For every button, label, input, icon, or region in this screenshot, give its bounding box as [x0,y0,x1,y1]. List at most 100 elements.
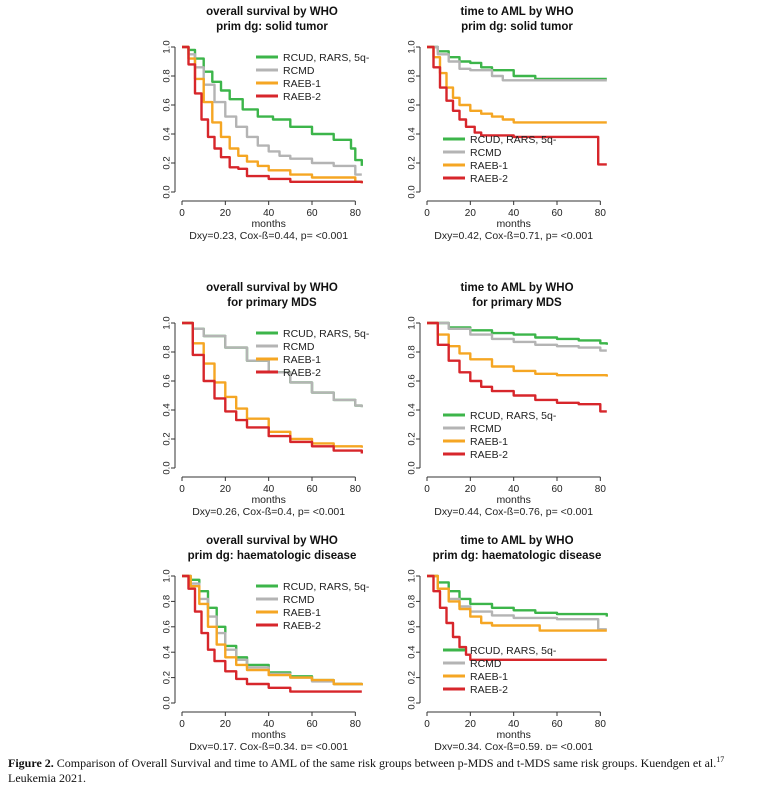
y-tick-label: 1.0 [162,40,173,53]
y-tick-label: 1.0 [407,40,418,53]
caption-text: Comparison of Overall Survival and time … [53,756,717,770]
legend-label: RAEB-2 [470,449,508,461]
x-tick-label: 40 [263,719,275,730]
series-line-1 [182,45,363,166]
chart-title: overall survival by WHO [206,535,338,547]
y-tick-label: 0.0 [162,696,173,709]
chart-statistics: Dxy=0.44, Cox-ß=0.76, p= <0.001 [434,506,593,518]
legend-label: RAEB-2 [283,367,321,379]
x-tick-label: 80 [595,719,607,730]
y-tick-label: 0.6 [407,98,418,111]
series-line-3 [182,45,363,184]
y-tick-label: 0.8 [407,345,418,358]
series-line-3 [182,574,363,686]
x-tick-label: 40 [263,484,275,495]
x-axis-label: months [251,218,285,230]
x-tick-label: 40 [508,208,520,219]
x-tick-label: 40 [508,719,520,730]
x-tick-label: 60 [551,208,563,219]
chart-subtitle: for primary MDS [472,297,562,309]
legend-label: RAEB-1 [470,671,508,683]
x-tick-label: 0 [179,719,185,730]
series-line-4 [427,45,607,166]
caption-text-end: Leukemia 2021. [8,771,86,785]
x-tick-label: 20 [465,719,477,730]
x-tick-label: 0 [179,208,185,219]
y-tick-label: 0.4 [162,127,173,140]
chart-subtitle: prim dg: solid tumor [461,21,573,33]
y-tick-label: 1.0 [407,569,418,582]
y-tick-label: 1.0 [162,316,173,329]
x-tick-label: 0 [424,484,430,495]
y-tick-label: 0.2 [407,156,418,169]
y-tick-label: 0.6 [162,620,173,633]
chart-subtitle: prim dg: haematologic disease [188,550,357,562]
chart-subtitle: prim dg: solid tumor [216,21,328,33]
y-tick-label: 0.8 [407,69,418,82]
legend-label: RAEB-1 [283,78,321,90]
legend-label: RCUD, RARS, 5q- [283,581,370,593]
caption-ref: 17 [716,755,725,764]
y-tick-label: 0.2 [162,156,173,169]
chart-subtitle: for primary MDS [227,297,317,309]
chart-statistics: Dxy=0.17, Cox-ß=0.34, p= <0.001 [189,741,348,750]
chart-title: time to AML by WHO [460,535,573,547]
legend-label: RAEB-1 [470,160,508,172]
chart-panel-3: overall survival by WHO for primary MDS 0 2… [162,282,370,518]
y-tick-label: 0.6 [162,374,173,387]
legend-label: RCMD [470,658,502,670]
series-line-3 [427,321,608,377]
chart-title: time to AML by WHO [460,6,573,18]
x-axis-label: months [496,494,530,506]
y-tick-label: 0.2 [162,432,173,445]
legend-label: RAEB-2 [283,91,321,103]
series-line-1 [427,321,608,345]
y-tick-label: 0.0 [162,185,173,198]
x-tick-label: 80 [595,484,607,495]
x-tick-label: 60 [306,484,318,495]
x-axis-label: months [251,494,285,506]
legend-label: RCUD, RARS, 5q- [470,134,557,146]
x-tick-label: 40 [508,484,520,495]
chart-statistics: Dxy=0.42, Cox-ß=0.71, p= <0.001 [434,230,593,242]
y-tick-label: 0.8 [162,595,173,608]
x-tick-label: 0 [424,208,430,219]
series-line-2 [182,45,362,176]
x-axis-label: months [496,729,530,741]
legend-label: RAEB-2 [283,620,321,632]
y-tick-label: 0.0 [407,185,418,198]
y-tick-label: 0.4 [162,646,173,659]
y-tick-label: 0.0 [162,461,173,474]
series-line-4 [182,574,362,693]
y-tick-label: 0.6 [407,620,418,633]
y-tick-label: 0.0 [407,461,418,474]
x-tick-label: 40 [263,208,275,219]
y-tick-label: 0.4 [407,403,418,416]
chart-statistics: Dxy=0.23, Cox-ß=0.44, p= <0.001 [189,230,348,242]
series-line-3 [182,321,363,448]
chart-title: overall survival by WHO [206,282,338,294]
x-tick-label: 60 [551,484,563,495]
series-line-1 [427,45,607,81]
y-tick-label: 1.0 [162,569,173,582]
y-tick-label: 0.6 [407,374,418,387]
series-line-1 [427,574,608,617]
x-tick-label: 60 [306,719,318,730]
y-tick-label: 0.0 [407,696,418,709]
x-tick-label: 20 [465,484,477,495]
caption-label: Figure 2. [8,756,54,770]
chart-statistics: Dxy=0.26, Cox-ß=0.4, p= <0.001 [192,506,345,518]
series-line-4 [427,574,607,661]
y-tick-label: 0.4 [407,646,418,659]
legend-label: RCMD [283,341,315,353]
x-tick-label: 80 [350,208,362,219]
x-tick-label: 20 [465,208,477,219]
legend-label: RCUD, RARS, 5q- [470,410,557,422]
x-tick-label: 20 [220,719,232,730]
x-tick-label: 20 [220,484,232,495]
chart-subtitle: prim dg: haematologic disease [433,550,602,562]
x-tick-label: 20 [220,208,232,219]
y-tick-label: 0.4 [407,127,418,140]
chart-title: overall survival by WHO [206,6,338,18]
series-line-3 [427,574,607,632]
